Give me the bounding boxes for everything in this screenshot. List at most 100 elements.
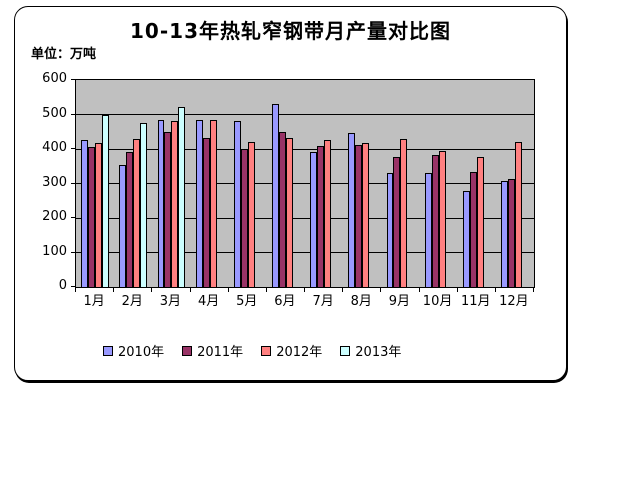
bar-2011年-6月 <box>278 132 286 287</box>
bar-2013年-1月 <box>102 114 109 287</box>
gridline-400 <box>76 148 534 150</box>
legend-entry-2013年: 2013年 <box>340 341 401 360</box>
bar-2012年-8月 <box>362 143 370 287</box>
x-axis-tick <box>113 288 115 292</box>
bar-2012年-5月 <box>247 141 255 287</box>
bar-2011年-10月 <box>431 155 439 287</box>
y-axis-tick <box>71 79 75 80</box>
bar-2010年-11月 <box>462 191 470 287</box>
bar-2010年-2月 <box>119 164 127 287</box>
x-axis-label-2月: 2月 <box>121 294 143 309</box>
gridline-100 <box>76 252 534 253</box>
y-axis-tick <box>71 286 75 287</box>
x-axis-label-1月: 1月 <box>83 294 105 309</box>
x-axis-tick <box>342 288 344 292</box>
y-axis-tick <box>71 113 75 115</box>
legend-swatch-icon <box>340 345 351 356</box>
x-axis-tick <box>227 288 229 292</box>
x-axis-label-3月: 3月 <box>159 294 182 309</box>
x-axis-tick <box>494 288 496 292</box>
bar-2012年-2月 <box>133 138 141 287</box>
gridline-200 <box>76 217 534 219</box>
legend-swatch-icon <box>182 345 193 356</box>
x-axis-tick <box>380 288 382 292</box>
gridline-500 <box>76 114 534 115</box>
legend-label: 2013年 <box>355 345 402 360</box>
bar-2011年-11月 <box>469 172 477 287</box>
y-axis-tick-label: 100 <box>42 243 67 259</box>
legend-label: 2011年 <box>197 345 244 360</box>
bar-2011年-4月 <box>202 137 210 287</box>
bar-2011年-1月 <box>88 147 96 287</box>
bar-2013年-3月 <box>178 107 186 287</box>
bar-2010年-8月 <box>348 133 356 287</box>
x-axis-label-5月: 5月 <box>236 294 258 309</box>
x-axis-tick <box>75 288 76 292</box>
chart-card: 10-13年热轧窄钢带月产量对比图 单位：万吨 0 100 200 300 400 500… <box>14 6 567 381</box>
axis-unit-label: 单位：万吨 <box>31 47 97 62</box>
x-axis-tick <box>189 288 191 292</box>
bar-2010年-9月 <box>386 173 394 287</box>
bar-2012年-6月 <box>285 137 293 287</box>
bar-2010年-3月 <box>157 119 165 287</box>
bar-2010年-4月 <box>195 119 203 287</box>
x-axis-tick <box>265 288 267 292</box>
bar-2012年-7月 <box>324 140 332 287</box>
y-axis-tick-label: 400 <box>42 140 67 155</box>
x-axis-label-12月: 12月 <box>499 294 529 309</box>
plot-area <box>75 79 535 288</box>
legend-entry-2011年: 2011年 <box>182 341 243 360</box>
bar-2011年-8月 <box>355 144 363 287</box>
bar-2011年-12月 <box>507 179 515 287</box>
y-axis-tick <box>71 182 75 184</box>
bar-2011年-2月 <box>126 151 134 287</box>
y-axis-tick-label: 600 <box>42 71 67 86</box>
bar-2011年-5月 <box>240 149 248 287</box>
bar-2010年-12月 <box>501 180 508 287</box>
y-axis-tick <box>71 217 75 218</box>
legend-swatch-icon <box>103 345 113 356</box>
bar-2012年-10月 <box>438 151 446 287</box>
x-axis-tick <box>533 288 534 292</box>
legend: 2010年 2011年 2012年 2013年 <box>103 341 419 360</box>
legend-label: 2012年 <box>276 345 323 360</box>
x-axis-label-11月: 11月 <box>460 294 491 309</box>
bar-2012年-11月 <box>476 156 484 287</box>
x-axis-tick <box>418 288 420 292</box>
bar-2010年-7月 <box>310 152 318 287</box>
y-axis-tick-label: 300 <box>42 174 67 190</box>
bar-2011年-9月 <box>393 156 401 287</box>
bar-2012年-1月 <box>95 143 103 287</box>
x-axis-label-4月: 4月 <box>197 294 220 309</box>
bar-2011年-3月 <box>164 131 172 287</box>
y-axis-tick-label: 200 <box>42 209 67 224</box>
bar-2012年-4月 <box>209 120 217 287</box>
x-axis-label-10月: 10月 <box>422 294 453 309</box>
legend-entry-2010年: 2010年 <box>103 341 164 360</box>
y-axis-tick <box>71 251 75 253</box>
x-axis-tick <box>304 288 305 292</box>
legend-entry-2012年: 2012年 <box>261 341 322 360</box>
bar-2012年-3月 <box>171 121 179 287</box>
gridline-300 <box>76 183 534 184</box>
chart-title: 10-13年热轧窄钢带月产量对比图 <box>130 19 451 43</box>
legend-label: 2010年 <box>118 345 165 360</box>
bar-2012年-9月 <box>400 139 408 287</box>
y-axis-tick-label: 500 <box>42 105 67 121</box>
y-axis-tick <box>71 148 75 149</box>
bar-2011年-7月 <box>317 145 325 287</box>
bar-2010年-10月 <box>424 173 432 287</box>
x-axis-label-7月: 7月 <box>312 294 334 309</box>
bar-2012年-12月 <box>514 142 522 287</box>
bar-2013年-2月 <box>140 122 148 287</box>
x-axis-label-9月: 9月 <box>388 294 411 309</box>
x-axis-label-8月: 8月 <box>350 294 372 309</box>
x-axis-label-6月: 6月 <box>274 294 296 309</box>
bar-2010年-6月 <box>272 104 279 287</box>
x-axis-tick <box>456 288 458 292</box>
legend-swatch-icon <box>261 345 272 356</box>
bar-2010年-1月 <box>81 140 89 287</box>
y-axis-tick-label: 0 <box>58 278 67 293</box>
bar-2010年-5月 <box>233 121 241 287</box>
